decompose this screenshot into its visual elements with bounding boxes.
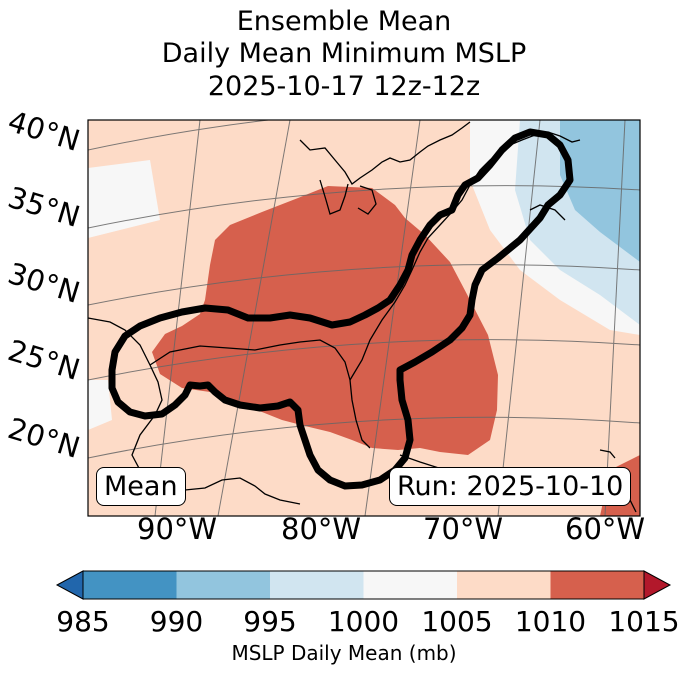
lon-label-90w: 90°W [137,512,218,546]
colorbar-extend-low [55,570,84,600]
colorbar-tick-995: 995 [243,605,297,638]
colorbar-tick-1010: 1010 [514,605,587,638]
graticule [88,120,640,516]
colorbar-tick-1000: 1000 [327,605,400,638]
lon-label-60w: 60°W [565,512,646,546]
contour-line [108,128,574,490]
title-line-1: Ensemble Mean [236,6,452,37]
colorbar-bin-990 [176,571,270,599]
colorbar-tick-990: 990 [149,605,204,638]
run-box: Run: 2025-10-10 [389,467,632,506]
colorbar-bin-995 [270,571,364,599]
colorbar-bin-1005 [457,571,551,599]
lon-label-70w: 70°W [423,512,504,546]
colorbar-tick-1005: 1005 [421,605,493,638]
lon-label-80w: 80°W [281,512,362,546]
colorbar-bin-985 [83,571,177,599]
colorbar-tick-1015: 1015 [608,605,680,638]
colorbar-bin-1000 [363,571,457,599]
field-1000-1005-west [88,160,160,238]
title-line-2: Daily Mean Minimum MSLP [161,38,527,69]
mean-box: Mean [96,467,186,506]
map-frame [87,119,641,517]
colorbar-tick-985: 985 [56,605,110,638]
colorbar-bin-1010 [550,571,644,599]
colorbar-label: MSLP Daily Mean (mb) [231,641,457,665]
title-line-3: 2025-10-17 12z-12z [207,71,481,102]
field-1000-1005-lowwest [88,380,112,430]
colorbar-extend-high [643,570,672,600]
